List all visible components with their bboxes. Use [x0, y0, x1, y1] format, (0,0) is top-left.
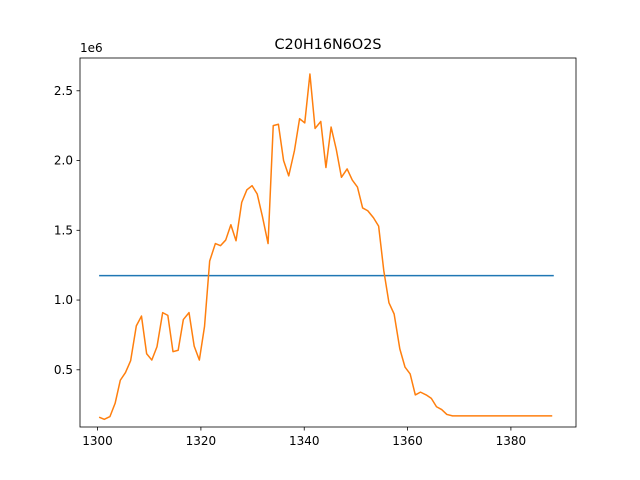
- x-tick-label: 1340: [289, 434, 320, 448]
- x-axis: 1300 1320 1340 1360 1380: [82, 427, 526, 448]
- plot-area: [98, 73, 554, 421]
- series-line-2: [98, 73, 553, 421]
- y-tick-label: 2.0: [54, 154, 73, 168]
- x-tick-label: 1320: [186, 434, 217, 448]
- y-tick-label: 0.5: [54, 363, 73, 377]
- x-tick-label: 1360: [392, 434, 423, 448]
- axes-frame: [79, 57, 577, 428]
- x-tick-label: 1300: [82, 434, 113, 448]
- y-tick-label: 1.5: [54, 223, 73, 237]
- chart-title: C20H16N6O2S: [274, 37, 381, 53]
- y-tick-label: 2.5: [54, 84, 73, 98]
- y-tick-label: 1.0: [54, 293, 73, 307]
- x-tick-label: 1380: [496, 434, 527, 448]
- y-offset-label: 1e6: [80, 41, 103, 55]
- y-axis: 0.5 1.0 1.5 2.0 2.5: [54, 84, 80, 377]
